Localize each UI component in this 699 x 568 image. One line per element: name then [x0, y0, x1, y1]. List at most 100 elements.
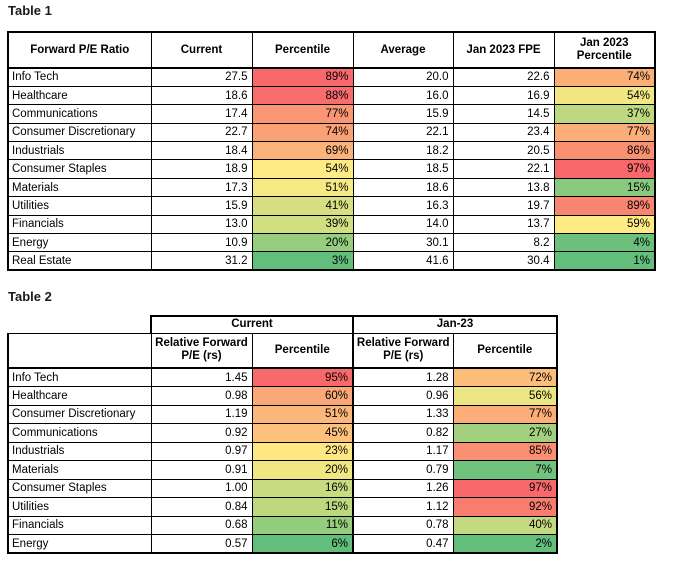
average-value: 18.6	[352, 177, 454, 198]
table2-row: Utilities 0.84 15% 1.12 92%	[7, 497, 558, 517]
percentile-heatmap-cell: 88%	[251, 85, 354, 106]
jan2023-percentile-heatmap-cell: 15%	[553, 177, 656, 198]
table1-title: Table 1	[8, 3, 52, 18]
table1-row: Healthcare 18.6 88% 16.0 16.9 54%	[7, 85, 656, 106]
current-value: 17.4	[150, 104, 253, 124]
sector-label: Communications	[7, 423, 152, 443]
jan23-percentile-heatmap-cell: 27%	[452, 423, 558, 443]
col-header-current: Current	[150, 31, 253, 69]
current-value: 15.9	[150, 196, 253, 216]
sector-label: Info Tech	[7, 67, 152, 87]
jan23-relative-fpe-value: 1.28	[352, 367, 454, 387]
sector-label: Consumer Staples	[7, 159, 152, 179]
percentile-heatmap-cell: 39%	[251, 214, 354, 235]
current-percentile-heatmap-cell: 20%	[251, 460, 354, 480]
table1-row: Financials 13.0 39% 14.0 13.7 59%	[7, 214, 656, 235]
current-percentile-heatmap-cell: 45%	[251, 423, 354, 443]
relative-forward-pe-table: Current Jan-23 Relative Forward P/E (rs)…	[7, 315, 558, 554]
current-relative-fpe-value: 0.68	[150, 515, 253, 535]
current-value: 18.4	[150, 141, 253, 161]
jan2023-percentile-heatmap-cell: 37%	[553, 104, 656, 124]
jan23-percentile-heatmap-cell: 40%	[452, 515, 558, 535]
table1-row: Info Tech 27.5 89% 20.0 22.6 74%	[7, 67, 656, 87]
average-value: 41.6	[352, 251, 454, 271]
table1-header-row: Forward P/E Ratio Current Percentile Ave…	[7, 31, 656, 69]
jan23-relative-fpe-value: 1.17	[352, 441, 454, 461]
current-percentile-heatmap-cell: 16%	[251, 478, 354, 498]
table2-row: Healthcare 0.98 60% 0.96 56%	[7, 386, 558, 406]
jan23-percentile-heatmap-cell: 92%	[452, 497, 558, 517]
jan23-relative-fpe-value: 0.79	[352, 460, 454, 480]
jan23-percentile-heatmap-cell: 97%	[452, 478, 558, 498]
sector-label: Industrials	[7, 141, 152, 161]
sector-label: Financials	[7, 214, 152, 235]
jan23-relative-fpe-value: 1.12	[352, 497, 454, 517]
average-value: 15.9	[352, 104, 454, 124]
current-percentile-heatmap-cell: 95%	[251, 367, 354, 387]
table2-row: Communications 0.92 45% 0.82 27%	[7, 423, 558, 443]
average-value: 22.1	[352, 122, 454, 143]
current-relative-fpe-value: 1.00	[150, 478, 253, 498]
jan23-relative-fpe-value: 0.47	[352, 534, 454, 554]
table1-row: Real Estate 31.2 3% 41.6 30.4 1%	[7, 251, 656, 271]
col-header-forward-pe-ratio: Forward P/E Ratio	[7, 31, 152, 69]
jan2023-percentile-heatmap-cell: 86%	[553, 141, 656, 161]
jan2023-percentile-heatmap-cell: 74%	[553, 67, 656, 87]
jan2023-fpe-value: 19.7	[452, 196, 555, 216]
sector-label: Energy	[7, 534, 152, 554]
jan2023-percentile-heatmap-cell: 1%	[553, 251, 656, 271]
jan2023-fpe-value: 30.4	[452, 251, 555, 271]
jan2023-fpe-value: 23.4	[452, 122, 555, 143]
sector-label: Consumer Discretionary	[7, 404, 152, 424]
blank-header-cell	[7, 332, 152, 369]
current-percentile-heatmap-cell: 23%	[251, 441, 354, 461]
sector-label: Energy	[7, 233, 152, 253]
jan2023-fpe-value: 22.6	[452, 67, 555, 87]
jan23-relative-fpe-value: 1.33	[352, 404, 454, 424]
col-group-current: Current	[150, 315, 354, 334]
jan2023-percentile-heatmap-cell: 97%	[553, 159, 656, 179]
average-value: 18.5	[352, 159, 454, 179]
jan2023-fpe-value: 14.5	[452, 104, 555, 124]
table2-title: Table 2	[8, 289, 52, 304]
sector-label: Info Tech	[7, 367, 152, 387]
current-percentile-heatmap-cell: 51%	[251, 404, 354, 424]
current-relative-fpe-value: 0.92	[150, 423, 253, 443]
spacer-cell	[8, 316, 151, 333]
percentile-heatmap-cell: 20%	[251, 233, 354, 253]
jan23-percentile-heatmap-cell: 77%	[452, 404, 558, 424]
sector-label: Financials	[7, 515, 152, 535]
percentile-heatmap-cell: 77%	[251, 104, 354, 124]
jan2023-fpe-value: 22.1	[452, 159, 555, 179]
jan23-relative-fpe-value: 0.96	[352, 386, 454, 406]
col-header-average: Average	[352, 31, 454, 69]
jan2023-fpe-value: 13.7	[452, 214, 555, 235]
table1-row: Industrials 18.4 69% 18.2 20.5 86%	[7, 141, 656, 161]
table1-row: Utilities 15.9 41% 16.3 19.7 89%	[7, 196, 656, 216]
jan2023-percentile-heatmap-cell: 89%	[553, 196, 656, 216]
sector-label: Communications	[7, 104, 152, 124]
jan2023-percentile-heatmap-cell: 4%	[553, 233, 656, 253]
table2-sub-header-row: Relative Forward P/E (rs) Percentile Rel…	[7, 332, 558, 369]
current-value: 27.5	[150, 67, 253, 87]
current-relative-fpe-value: 0.97	[150, 441, 253, 461]
sector-label: Utilities	[7, 196, 152, 216]
current-value: 13.0	[150, 214, 253, 235]
table2-row: Consumer Staples 1.00 16% 1.26 97%	[7, 478, 558, 498]
current-percentile-heatmap-cell: 60%	[251, 386, 354, 406]
current-value: 31.2	[150, 251, 253, 271]
current-value: 17.3	[150, 177, 253, 198]
jan2023-fpe-value: 8.2	[452, 233, 555, 253]
jan2023-fpe-value: 20.5	[452, 141, 555, 161]
table1-row: Communications 17.4 77% 15.9 14.5 37%	[7, 104, 656, 124]
jan23-percentile-heatmap-cell: 72%	[452, 367, 558, 387]
col-header-jan2023-percentile: Jan 2023 Percentile	[553, 31, 656, 69]
forward-pe-ratio-table: Forward P/E Ratio Current Percentile Ave…	[7, 31, 656, 272]
percentile-heatmap-cell: 69%	[251, 141, 354, 161]
average-value: 16.3	[352, 196, 454, 216]
col-header-jan2023-fpe: Jan 2023 FPE	[452, 31, 555, 69]
average-value: 18.2	[352, 141, 454, 161]
table1-row: Consumer Staples 18.9 54% 18.5 22.1 97%	[7, 159, 656, 179]
percentile-heatmap-cell: 41%	[251, 196, 354, 216]
table1-row: Consumer Discretionary 22.7 74% 22.1 23.…	[7, 122, 656, 143]
